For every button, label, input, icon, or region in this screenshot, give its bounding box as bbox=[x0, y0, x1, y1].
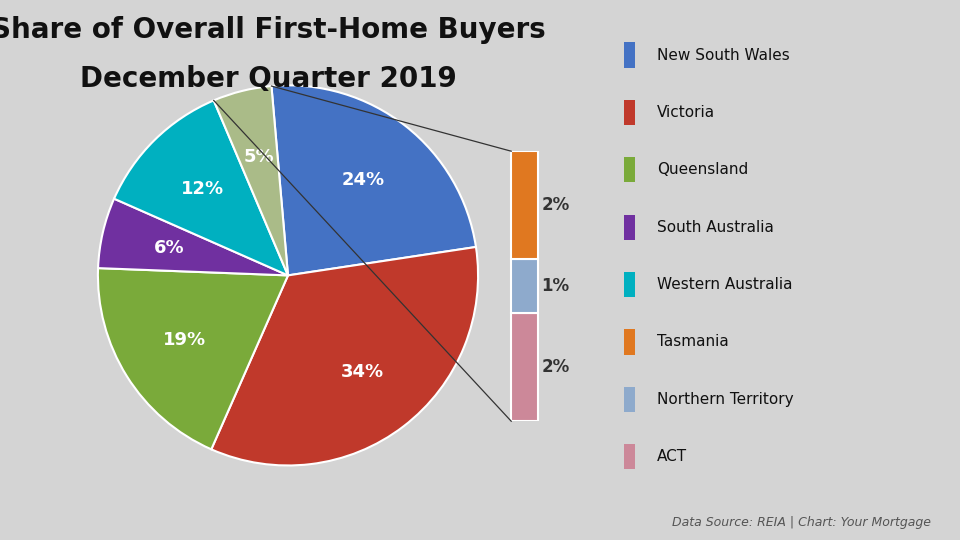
Bar bbox=[624, 387, 635, 412]
Bar bbox=[624, 214, 635, 240]
Text: 6%: 6% bbox=[155, 239, 184, 257]
Text: 5%: 5% bbox=[243, 148, 274, 166]
Bar bbox=[511, 259, 538, 313]
Text: Data Source: REIA | Chart: Your Mortgage: Data Source: REIA | Chart: Your Mortgage bbox=[672, 516, 931, 529]
Wedge shape bbox=[211, 247, 478, 465]
Text: ACT: ACT bbox=[657, 449, 686, 464]
Wedge shape bbox=[98, 199, 288, 275]
Wedge shape bbox=[272, 85, 476, 275]
Text: South Australia: South Australia bbox=[657, 220, 774, 235]
Bar bbox=[511, 151, 538, 259]
Bar bbox=[624, 272, 635, 297]
Bar bbox=[624, 100, 635, 125]
Wedge shape bbox=[114, 100, 288, 275]
Text: Western Australia: Western Australia bbox=[657, 277, 792, 292]
Wedge shape bbox=[98, 268, 288, 449]
Bar bbox=[624, 329, 635, 354]
Text: 24%: 24% bbox=[342, 171, 385, 189]
Text: 34%: 34% bbox=[341, 363, 383, 381]
Text: December Quarter 2019: December Quarter 2019 bbox=[81, 65, 457, 93]
Text: New South Wales: New South Wales bbox=[657, 48, 789, 63]
Wedge shape bbox=[214, 86, 288, 275]
Text: Share of Overall First-Home Buyers: Share of Overall First-Home Buyers bbox=[0, 16, 546, 44]
Text: 1%: 1% bbox=[541, 277, 569, 295]
Bar bbox=[511, 313, 538, 421]
Text: Northern Territory: Northern Territory bbox=[657, 392, 793, 407]
Text: 12%: 12% bbox=[181, 180, 224, 198]
Bar bbox=[624, 42, 635, 68]
Text: 2%: 2% bbox=[541, 358, 569, 376]
Text: 19%: 19% bbox=[163, 331, 206, 349]
Text: Tasmania: Tasmania bbox=[657, 334, 729, 349]
Text: Queensland: Queensland bbox=[657, 162, 748, 177]
Bar bbox=[624, 157, 635, 183]
Text: Victoria: Victoria bbox=[657, 105, 715, 120]
Bar bbox=[624, 444, 635, 469]
Text: 2%: 2% bbox=[541, 196, 569, 214]
